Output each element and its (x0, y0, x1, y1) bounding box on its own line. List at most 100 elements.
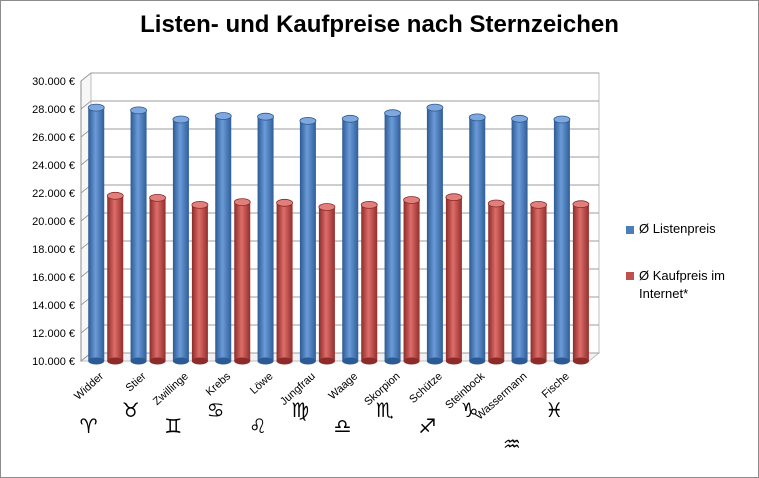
bar-kaufpreis-top (106, 191, 124, 200)
x-tick-label: Fische (540, 370, 572, 401)
bar-listenpreis-base (215, 357, 232, 365)
bar-listenpreis-base (384, 357, 401, 365)
bar-listenpreis (215, 116, 232, 361)
x-tick-label: Stier (124, 370, 149, 394)
bar-listenpreis (257, 116, 274, 361)
bar-listenpreis-base (172, 357, 189, 365)
bar-kaufpreis-top (572, 200, 590, 209)
zodiac-symbol: ♋ (207, 398, 225, 422)
legend-swatch-listenpreis (626, 226, 634, 234)
x-tick-label: Widder (72, 370, 106, 402)
bar-kaufpreis-base (276, 357, 293, 365)
bar-kaufpreis (530, 204, 547, 361)
bar-kaufpreis-top (530, 200, 547, 209)
bar-kaufpreis-base (488, 357, 505, 365)
bar-kaufpreis-base (530, 357, 547, 365)
bar-listenpreis-top (130, 106, 147, 115)
bar-kaufpreis (403, 200, 420, 361)
bar-kaufpreis (191, 204, 208, 361)
bar-kaufpreis-top (276, 198, 293, 207)
y-tick-label: 14.000 € (32, 300, 75, 312)
bar-listenpreis-top (384, 109, 401, 118)
bar-listenpreis (553, 119, 570, 361)
bar-kaufpreis (572, 204, 589, 361)
x-tick-label: Zwillinge (151, 370, 191, 408)
bar-listenpreis (342, 118, 359, 361)
bar-kaufpreis-top (360, 200, 378, 209)
zodiac-symbol: ♈ (80, 414, 98, 438)
bar-listenpreis-base (553, 357, 570, 365)
legend-label-listenpreis: Ø Listenpreis (639, 221, 716, 236)
bar-kaufpreis-base (572, 357, 589, 365)
bar-listenpreis-base (257, 357, 274, 365)
bar-listenpreis-base (511, 357, 528, 365)
bar-listenpreis (130, 110, 147, 362)
bar-kaufpreis-base (149, 357, 166, 365)
bar-kaufpreis (488, 203, 505, 361)
y-tick-label: 10.000 € (32, 356, 75, 368)
bar-listenpreis-top (468, 113, 486, 122)
bar-listenpreis-base (342, 357, 359, 365)
bar-listenpreis (299, 120, 316, 362)
bar-kaufpreis-base (318, 357, 335, 365)
gridline-side (80, 100, 92, 110)
zodiac-symbol: ♑ (461, 398, 479, 422)
zodiac-symbol: ♒ (503, 432, 521, 456)
x-tick-label: Schütze (407, 370, 445, 406)
bar-kaufpreis-base (445, 357, 462, 365)
gridline-side (80, 72, 92, 82)
y-tick-label: 26.000 € (32, 132, 75, 144)
bar-listenpreis-top (257, 112, 274, 121)
bar-listenpreis-base (88, 357, 105, 365)
bar-kaufpreis-base (191, 357, 208, 365)
legend-label-kaufpreis: Ø Kaufpreis im Internet* (639, 268, 725, 301)
bar-listenpreis-top (214, 112, 232, 120)
x-tick-label: Krebs (204, 370, 234, 398)
x-tick-label: Löwe (248, 370, 276, 397)
zodiac-symbol: ♏ (376, 398, 394, 422)
bar-listenpreis-top (299, 117, 317, 125)
bar-kaufpreis (361, 204, 378, 361)
bar-kaufpreis (276, 202, 293, 361)
zodiac-symbol: ♎ (334, 414, 352, 438)
bar-kaufpreis (107, 195, 124, 361)
zodiac-symbol: ♓ (545, 398, 563, 422)
zodiac-symbol: ♉ (122, 398, 140, 422)
y-tick-label: 16.000 € (32, 272, 75, 284)
zodiac-symbol: ♍ (291, 398, 309, 422)
bar-listenpreis (88, 107, 105, 361)
bar-kaufpreis-top (318, 203, 336, 211)
y-tick-label: 20.000 € (32, 216, 75, 228)
bar-kaufpreis-top (445, 193, 463, 202)
legend-swatch-kaufpreis (626, 272, 634, 280)
bar-kaufpreis-top (233, 198, 251, 207)
bar-listenpreis-top (511, 114, 528, 123)
bar-listenpreis-base (426, 357, 443, 365)
bar-kaufpreis (445, 197, 462, 361)
bar-kaufpreis-top (149, 193, 166, 202)
y-tick-label: 18.000 € (32, 244, 75, 256)
bar-listenpreis-top (87, 103, 105, 112)
bar-listenpreis (511, 118, 528, 361)
bar-kaufpreis-base (107, 357, 124, 365)
bar-kaufpreis-top (403, 196, 420, 204)
chart-title: Listen- und Kaufpreise nach Sternzeichen (140, 11, 619, 38)
bar-listenpreis-top (553, 115, 571, 124)
bar-listenpreis-top (172, 115, 190, 124)
zodiac-symbol: ♌ (249, 414, 267, 438)
bar-listenpreis-top (426, 103, 444, 112)
bar-kaufpreis-base (234, 357, 251, 365)
bar-listenpreis-top (341, 114, 359, 123)
bar-listenpreis (172, 119, 189, 361)
zodiac-symbol: ♐ (418, 414, 436, 438)
bar-kaufpreis (318, 207, 335, 361)
y-tick-label: 24.000 € (32, 160, 75, 172)
bar-kaufpreis-top (487, 199, 505, 208)
y-tick-label: 28.000 € (32, 104, 75, 116)
bar-kaufpreis (234, 202, 251, 361)
bar-listenpreis (384, 113, 401, 361)
bar-listenpreis-base (469, 357, 486, 365)
y-tick-label: 12.000 € (32, 328, 75, 340)
bar-kaufpreis-top (191, 200, 209, 209)
